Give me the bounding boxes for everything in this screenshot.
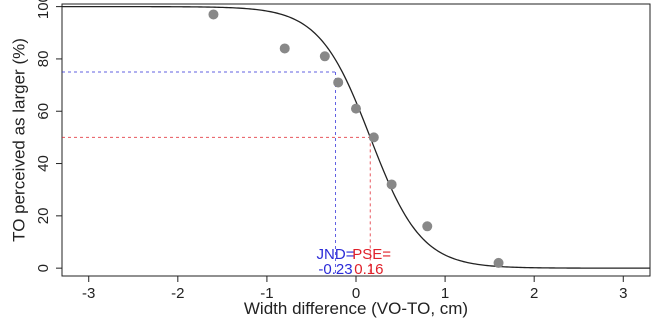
x-tick-label: -1 xyxy=(260,285,273,302)
y-tick-label: 80 xyxy=(35,51,52,68)
data-point xyxy=(208,9,219,20)
x-tick-label: 0 xyxy=(352,285,360,302)
plot-frame xyxy=(61,3,651,277)
data-point xyxy=(422,221,433,232)
x-axis-title: Width difference (VO-TO, cm) xyxy=(244,299,468,318)
plot-border xyxy=(61,3,651,277)
data-point xyxy=(279,43,290,54)
y-tick-label: 60 xyxy=(35,103,52,120)
y-axis: 0 20 40 60 80 100 xyxy=(35,0,62,272)
x-tick-label: -3 xyxy=(82,285,95,302)
x-tick-label: 1 xyxy=(441,285,449,302)
x-tick-label: 3 xyxy=(619,285,627,302)
fit-curve xyxy=(62,5,650,269)
jnd-label: JND= xyxy=(317,246,355,263)
pse-value: 0.16 xyxy=(354,261,383,278)
y-tick-label: 40 xyxy=(35,155,52,172)
jnd-value: -0.23 xyxy=(318,261,352,278)
data-point xyxy=(368,132,379,143)
y-tick-label: 100 xyxy=(35,0,52,19)
data-point xyxy=(386,179,397,190)
data-points xyxy=(208,9,504,268)
y-axis-title: TO perceived as larger (%) xyxy=(9,38,28,242)
data-point xyxy=(351,103,361,114)
data-point xyxy=(319,51,330,62)
data-point xyxy=(493,257,504,268)
y-tick-label: 20 xyxy=(35,208,52,225)
x-tick-label: -2 xyxy=(171,285,184,302)
reference-lines xyxy=(62,71,371,276)
y-tick-label: 0 xyxy=(35,264,52,272)
data-point xyxy=(333,77,344,88)
x-tick-label: 2 xyxy=(530,285,538,302)
pse-label: PSE= xyxy=(352,246,391,263)
x-axis: -3 -2 -1 0 1 2 3 xyxy=(82,276,627,302)
